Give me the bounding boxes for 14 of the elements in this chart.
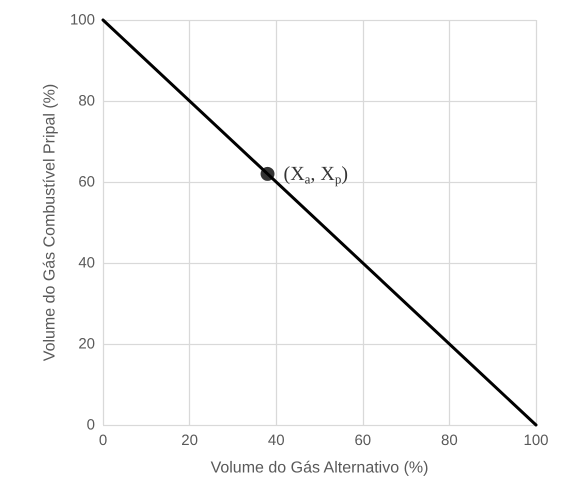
x-tick-label: 20: [181, 432, 198, 449]
y-axis-title: Volume do Gás Combustível Pripal (%): [42, 84, 58, 362]
y-tick-label: 60: [78, 174, 95, 190]
y-tick-label: 20: [78, 336, 95, 352]
x-tick-label: 60: [354, 432, 372, 449]
x-axis-title: Volume do Gás Alternativo (%): [210, 460, 428, 476]
x-tick-label: 0: [98, 432, 108, 449]
x-tick-label: 100: [523, 432, 549, 449]
y-tick-label: 100: [70, 12, 95, 28]
y-tick-label: 40: [78, 254, 95, 272]
x-tick-label: 40: [268, 432, 285, 449]
y-tick-label: 80: [78, 92, 95, 110]
y-tick-label: 0: [86, 416, 95, 434]
x-tick-label: 80: [441, 432, 458, 449]
